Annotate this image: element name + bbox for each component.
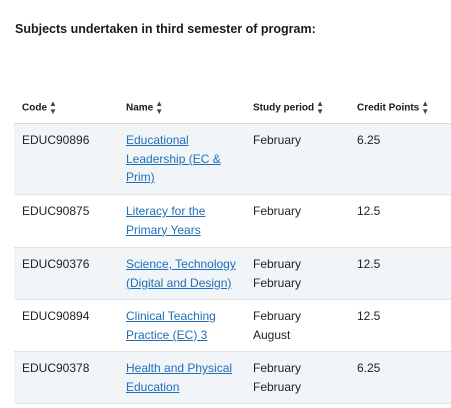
credit-points: 12.5 xyxy=(349,247,451,300)
study-period: February xyxy=(253,133,302,147)
study-period: February xyxy=(253,257,302,271)
sort-icon[interactable]: ▲ ▼ xyxy=(155,98,164,116)
column-header-study-period[interactable]: Study period ▲ ▼ xyxy=(245,92,349,124)
subject-code: EDUC90376 xyxy=(14,247,118,300)
credit-points: 6.25 xyxy=(349,351,451,404)
table-row: EDUC90894 Clinical Teaching Practice (EC… xyxy=(14,299,451,352)
subject-name-cell: Educational Leadership (EC & Prim) xyxy=(118,123,245,195)
study-period: February xyxy=(253,275,302,290)
study-period: February xyxy=(253,379,302,394)
column-header-label: Name xyxy=(126,102,154,114)
credit-points: 12.5 xyxy=(349,194,451,248)
study-period: August xyxy=(253,327,291,342)
subject-code: EDUC90875 xyxy=(14,194,118,248)
subject-name-cell: Health and Physical Education xyxy=(118,351,245,404)
subject-name-cell: Science, Technology (Digital and Design) xyxy=(118,247,245,300)
study-period-cell: February August xyxy=(245,299,349,352)
subject-name-link[interactable]: Health and Physical Education xyxy=(126,361,233,394)
column-header-credit-points[interactable]: Credit Points ▲ ▼ xyxy=(349,92,451,124)
subject-name-cell: Literacy for the Primary Years xyxy=(118,194,245,248)
column-header-code[interactable]: Code ▲ ▼ xyxy=(14,92,118,124)
subject-name-link[interactable]: Science, Technology (Digital and Design) xyxy=(126,257,236,290)
sort-icon[interactable]: ▲ ▼ xyxy=(421,98,430,116)
table-row: EDUC90376 Science, Technology (Digital a… xyxy=(14,247,451,300)
study-period: February xyxy=(253,361,302,375)
subject-code: EDUC90378 xyxy=(14,351,118,404)
study-period: February xyxy=(253,204,302,218)
section-heading: Subjects undertaken in third semester of… xyxy=(15,22,316,36)
subject-name-link[interactable]: Clinical Teaching Practice (EC) 3 xyxy=(126,309,216,342)
sort-icon[interactable]: ▲ ▼ xyxy=(49,98,57,116)
subject-code: EDUC90894 xyxy=(14,299,118,352)
study-period-cell: February February xyxy=(245,247,349,300)
subject-name-cell: Clinical Teaching Practice (EC) 3 xyxy=(118,299,245,352)
table-row: EDUC90896 Educational Leadership (EC & P… xyxy=(14,123,451,195)
study-period: February xyxy=(253,309,302,323)
study-period-cell: February xyxy=(245,194,349,248)
credit-points: 12.5 xyxy=(349,299,451,352)
sort-icon[interactable]: ▲ ▼ xyxy=(316,98,325,116)
column-header-label: Credit Points xyxy=(357,102,420,114)
subject-name-link[interactable]: Literacy for the Primary Years xyxy=(126,204,206,237)
column-header-label: Code xyxy=(22,102,47,114)
study-period-cell: February February xyxy=(245,351,349,404)
table-row: EDUC90378 Health and Physical Education … xyxy=(14,351,451,404)
column-header-label: Study period xyxy=(253,102,315,114)
subjects-table: Code ▲ ▼ Name ▲ ▼ Study period ▲ ▼ Credit Poin… xyxy=(14,92,451,404)
credit-points: 6.25 xyxy=(349,123,451,195)
table-header-row: Code ▲ ▼ Name ▲ ▼ Study period ▲ ▼ Credit Poin… xyxy=(14,92,451,124)
subject-code: EDUC90896 xyxy=(14,123,118,195)
table-row: EDUC90875 Literacy for the Primary Years… xyxy=(14,194,451,248)
subject-name-link[interactable]: Educational Leadership (EC & Prim) xyxy=(126,133,221,184)
column-header-name[interactable]: Name ▲ ▼ xyxy=(118,92,245,124)
study-period-cell: February xyxy=(245,123,349,195)
